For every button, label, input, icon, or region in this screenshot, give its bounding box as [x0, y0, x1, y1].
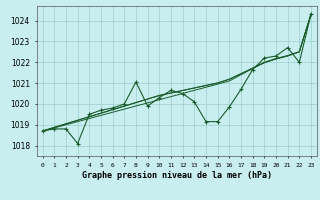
X-axis label: Graphe pression niveau de la mer (hPa): Graphe pression niveau de la mer (hPa) [82, 171, 272, 180]
